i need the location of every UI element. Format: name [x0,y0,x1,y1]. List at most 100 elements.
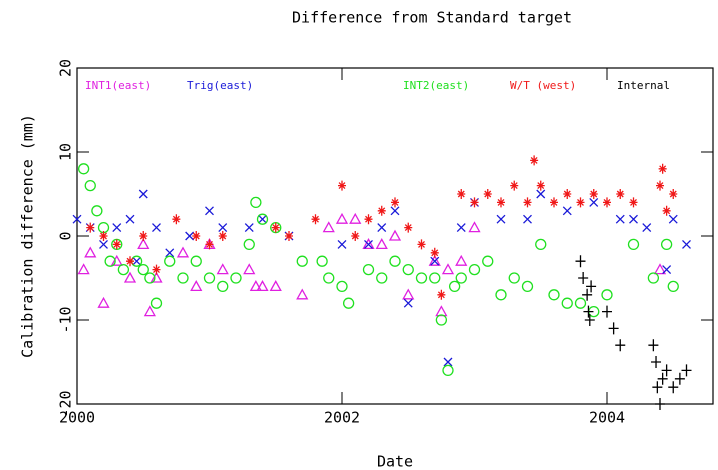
data-point [603,197,611,208]
x-tick-label: 2004 [589,409,625,427]
data-point [402,264,414,276]
legend-entry: INT2(east) [403,79,469,92]
data-point [364,214,373,225]
chart-title: Difference from Standard target [292,9,572,27]
data-point [296,288,309,300]
data-point [86,222,95,233]
plot-frame [76,67,714,405]
data-point [562,206,572,216]
data-point [668,214,678,224]
data-point [589,189,598,199]
data-point [342,297,355,309]
data-point [417,239,426,250]
data-point [185,231,195,241]
data-point [130,255,143,267]
data-point [652,381,663,394]
data-point [616,189,625,199]
data-point [322,221,335,233]
data-point [150,271,163,283]
data-point [586,280,597,293]
data-point [190,280,203,292]
data-point [388,229,402,241]
data-point [218,223,228,233]
data-point [152,223,161,233]
data-point [530,155,539,166]
data-point [110,254,123,266]
data-point [77,263,90,275]
data-point [456,223,466,233]
data-point [377,205,386,216]
data-point [441,263,455,275]
data-point [218,231,227,241]
data-point [521,280,534,292]
data-point [364,239,373,249]
data-point [656,180,664,191]
data-point [536,180,545,191]
data-point [150,297,163,309]
data-point [216,263,229,275]
data-point [123,271,137,283]
data-point [139,231,148,241]
data-point [152,264,161,275]
data-point [681,364,692,377]
data-point [602,305,612,318]
data-point [249,280,262,292]
data-point [404,222,413,233]
data-point [390,206,400,216]
data-point [203,272,216,284]
data-point [575,255,586,268]
data-point [647,272,660,284]
data-point [362,238,375,250]
data-point [468,264,481,276]
data-point [137,264,149,276]
data-point [536,189,546,199]
data-point [336,280,348,292]
data-point [510,180,519,191]
data-point [143,305,156,317]
data-point [125,214,135,224]
data-point [258,214,267,224]
data-point [661,364,672,377]
data-point [217,280,229,292]
data-point [84,246,97,258]
data-point [495,289,507,301]
data-point [230,272,242,284]
data-point [428,254,441,266]
data-point [435,314,448,326]
data-point [192,231,201,241]
data-point [561,297,573,309]
x-tick-label: 2000 [59,409,95,427]
data-point [548,289,560,301]
y-tick-label: 0 [57,231,75,240]
data-point [615,339,626,352]
data-point [335,212,349,224]
data-point [582,288,593,301]
data-point [415,272,428,284]
data-point [589,197,599,207]
data-point [271,222,280,233]
data-point [660,238,673,250]
data-point [578,272,589,284]
data-point [117,264,130,276]
data-point [243,238,255,250]
data-point [112,223,122,233]
data-point [653,263,667,275]
data-point [311,214,320,225]
data-point [443,357,453,367]
data-point [667,280,679,292]
data-point [576,197,585,208]
data-point [285,231,293,241]
data-point [651,356,662,368]
data-point [316,255,328,267]
data-point [429,272,441,284]
data-point [256,280,269,292]
data-point [72,214,82,224]
x-tick-label: 2002 [324,409,360,427]
data-point [256,213,269,225]
data-point [351,231,360,241]
data-point [648,339,659,352]
data-point [584,314,595,326]
data-point [99,231,108,241]
data-point [112,239,121,250]
